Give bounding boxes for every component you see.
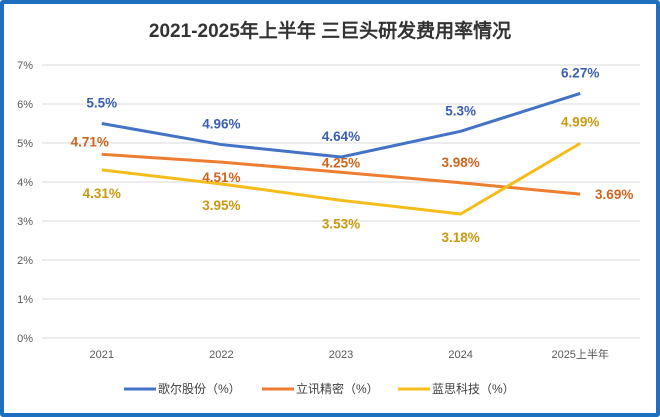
- data-label: 4.25%: [322, 155, 360, 170]
- x-tick-label: 2024: [448, 349, 472, 361]
- y-tick-label: 5%: [17, 138, 33, 150]
- data-label: 4.71%: [71, 134, 109, 149]
- y-tick-label: 4%: [17, 177, 33, 189]
- series-line: [101, 142, 581, 216]
- y-tick-label: 1%: [17, 294, 33, 306]
- legend-item: 蓝思科技（%）: [398, 382, 515, 396]
- data-label: 3.98%: [441, 155, 479, 170]
- data-label: 5.5%: [86, 96, 117, 111]
- data-label: 3.69%: [595, 187, 633, 202]
- y-tick-label: 3%: [17, 216, 33, 228]
- x-tick-label: 2025上半年: [551, 347, 608, 361]
- series-line: [101, 92, 581, 159]
- y-tick-label: 0%: [17, 333, 33, 345]
- data-label: 4.99%: [561, 114, 599, 129]
- line-chart: 2021-2025年上半年 三巨头研发费用率情况 0% 1% 2% 3% 4% 5% 6% 7…: [17, 19, 640, 396]
- legend-item: 立讯精密（%）: [262, 381, 379, 396]
- data-label: 3.95%: [202, 198, 240, 213]
- y-tick-label: 6%: [17, 99, 33, 111]
- y-tick-label: 2%: [17, 255, 33, 267]
- x-tick-label: 2022: [209, 349, 233, 361]
- data-label: 4.51%: [202, 170, 240, 185]
- x-tick-label: 2021: [90, 349, 114, 361]
- legend-label: 蓝思科技（%）: [432, 382, 515, 396]
- data-label: 4.64%: [322, 129, 360, 144]
- data-label: 3.53%: [322, 216, 360, 231]
- data-label: 4.31%: [83, 186, 121, 201]
- legend-item: 歌尔股份（%）: [124, 381, 241, 396]
- data-label: 6.27%: [561, 65, 599, 80]
- chart-title: 2021-2025年上半年 三巨头研发费用率情况: [149, 19, 511, 42]
- data-label: 4.96%: [202, 117, 240, 132]
- y-tick-label: 7%: [17, 60, 33, 72]
- legend-label: 立讯精密（%）: [296, 381, 379, 396]
- data-label: 5.3%: [445, 103, 476, 118]
- data-label: 3.18%: [441, 230, 479, 245]
- x-tick-label: 2023: [329, 349, 353, 361]
- legend-label: 歌尔股份（%）: [158, 381, 241, 396]
